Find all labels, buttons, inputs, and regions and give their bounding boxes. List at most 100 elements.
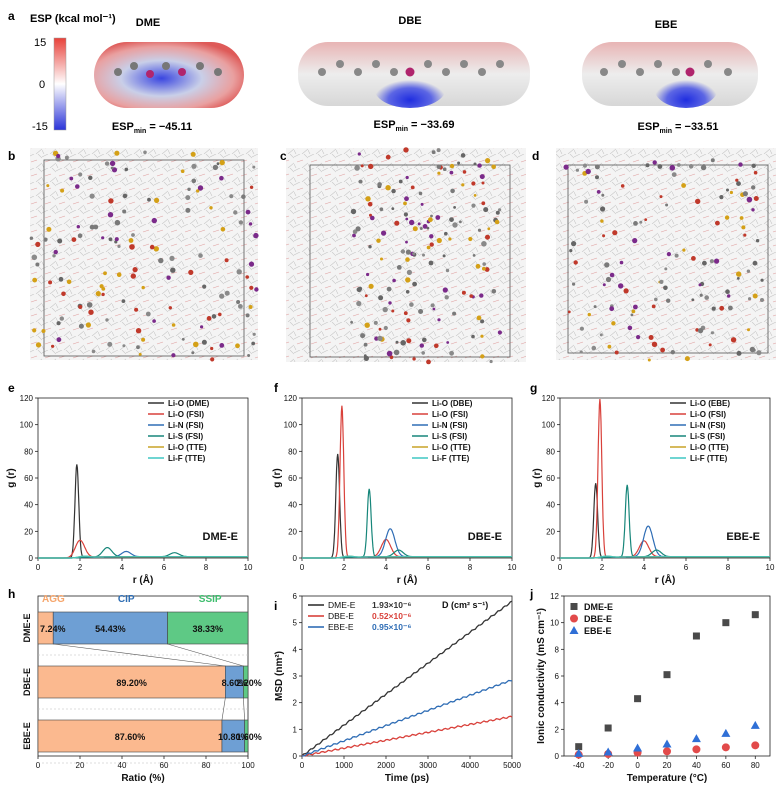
msd-chart: 0 1000 2000 3000 4000 5000 0 1 2 3 4 5 6 Time (ps) MSD…	[274, 592, 521, 784]
atom	[116, 272, 122, 278]
atom	[378, 295, 384, 301]
atom	[197, 185, 204, 191]
x-tick-label: 80	[751, 761, 760, 770]
atom	[702, 260, 707, 266]
atom	[247, 354, 251, 357]
atom	[676, 163, 681, 167]
atom	[405, 240, 408, 244]
atom	[187, 187, 191, 191]
atom	[245, 313, 250, 318]
point-ebe-e	[691, 734, 701, 743]
x-tick-label: 2	[600, 563, 605, 572]
atom	[166, 275, 171, 280]
x-tick-label: -40	[573, 761, 585, 770]
atoms-dme	[114, 62, 222, 78]
atom	[751, 163, 756, 168]
atom	[648, 335, 654, 340]
y-tick-label: 12	[550, 592, 559, 601]
panel-letter-i: i	[274, 599, 277, 613]
atom	[385, 154, 391, 160]
atom	[448, 237, 452, 241]
atom	[471, 334, 475, 339]
point-ebe-e	[574, 748, 584, 757]
atom	[377, 335, 383, 342]
atom	[360, 333, 366, 339]
atom	[248, 261, 255, 267]
atom	[460, 153, 466, 158]
atom	[86, 302, 93, 308]
atom	[124, 167, 129, 172]
atom	[410, 185, 415, 190]
atom	[405, 249, 411, 255]
atom	[620, 184, 625, 188]
atom	[691, 256, 696, 261]
atom	[674, 253, 679, 258]
atom	[428, 260, 434, 266]
panel-letter-j: j	[529, 587, 533, 601]
atom	[188, 269, 194, 275]
atom	[752, 293, 758, 299]
atom	[366, 272, 370, 277]
legend-label: Li-O (FSI)	[432, 410, 468, 419]
atom	[216, 162, 220, 166]
atom	[393, 349, 400, 356]
y-tick-label: 20	[24, 527, 33, 536]
x-tick-label: 0	[36, 761, 41, 770]
esp-tick-top: 15	[34, 37, 46, 49]
atom	[201, 339, 207, 345]
atom	[611, 321, 616, 326]
y-tick-label: 40	[24, 501, 33, 510]
atom	[736, 350, 742, 356]
atom	[657, 164, 663, 169]
atom	[412, 357, 416, 361]
point-ebe-e	[750, 720, 760, 729]
x-tick-label: 10	[244, 563, 253, 572]
legend-label: EBE-E	[328, 622, 354, 632]
atom	[746, 196, 753, 203]
atom	[379, 207, 384, 211]
x-tick-label: 10	[766, 563, 775, 572]
atom	[108, 198, 114, 204]
legend-marker	[569, 626, 579, 634]
atom	[739, 216, 744, 220]
atom	[452, 222, 458, 228]
atom	[633, 304, 638, 310]
atom	[684, 356, 690, 362]
atom	[60, 188, 65, 193]
atom	[391, 309, 395, 313]
atom	[748, 297, 752, 301]
atom	[373, 320, 378, 325]
atom	[600, 206, 606, 212]
legend-label: Li-O (TTE)	[432, 443, 471, 452]
atom	[594, 164, 600, 170]
atom	[665, 203, 669, 207]
atom	[77, 233, 83, 238]
y-tick-label: 0	[293, 554, 298, 563]
x-tick-label: 0	[300, 761, 305, 770]
atom	[114, 219, 121, 226]
atom	[233, 210, 238, 215]
atom	[476, 315, 482, 321]
atom	[368, 245, 372, 249]
atom	[380, 257, 383, 261]
y-tick-label: 2	[293, 699, 298, 708]
atom	[432, 307, 436, 311]
atom	[75, 184, 80, 189]
y-tick-label: 10	[550, 619, 559, 628]
msd-line-dme-e	[301, 600, 513, 757]
connector-line	[243, 697, 245, 721]
y-tick-label: 0	[293, 752, 298, 761]
atom	[494, 219, 500, 225]
atom	[388, 301, 392, 305]
x-tick-label: 0	[635, 761, 640, 770]
atom	[482, 266, 486, 271]
atom	[418, 309, 424, 314]
atom	[695, 328, 699, 332]
legend-label: Li-O (FSI)	[168, 410, 204, 419]
atom	[364, 294, 368, 298]
rdf-line-li-f-tte-	[302, 555, 512, 559]
atom	[405, 217, 409, 221]
x-tick-label: 6	[426, 563, 431, 572]
atom	[376, 238, 381, 243]
atom	[43, 237, 48, 242]
